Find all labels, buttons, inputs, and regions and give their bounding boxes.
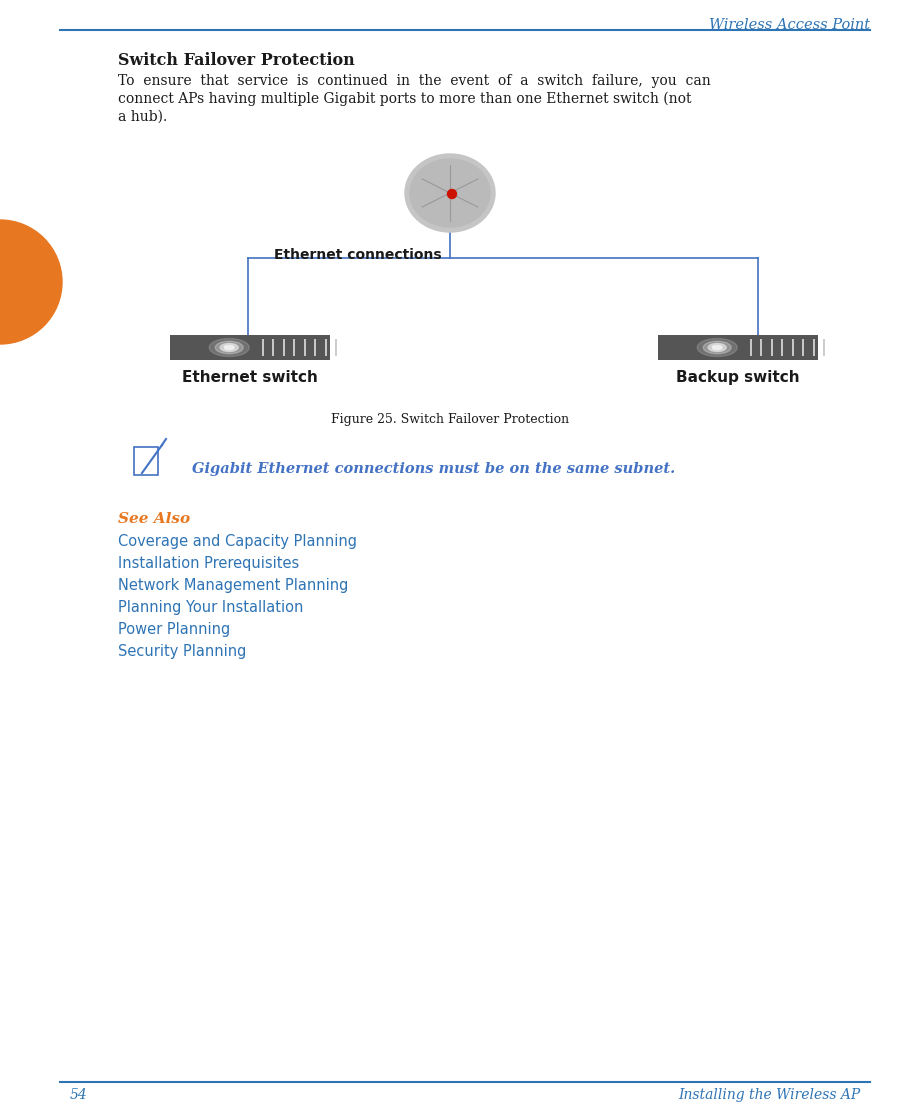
Wedge shape (0, 219, 62, 344)
Text: Ethernet connections: Ethernet connections (275, 248, 442, 262)
Text: See Also: See Also (118, 512, 190, 526)
Text: Ethernet switch: Ethernet switch (182, 370, 318, 385)
Text: Planning Your Installation: Planning Your Installation (118, 600, 304, 615)
Text: Installing the Wireless AP: Installing the Wireless AP (678, 1088, 860, 1102)
Ellipse shape (215, 341, 243, 354)
Text: Power Planning: Power Planning (118, 622, 231, 637)
Ellipse shape (712, 345, 723, 350)
Text: To  ensure  that  service  is  continued  in  the  event  of  a  switch  failure: To ensure that service is continued in t… (118, 74, 711, 88)
Ellipse shape (220, 343, 238, 352)
Text: connect APs having multiple Gigabit ports to more than one Ethernet switch (not: connect APs having multiple Gigabit port… (118, 92, 691, 107)
Text: Installation Prerequisites: Installation Prerequisites (118, 556, 299, 571)
Ellipse shape (209, 339, 250, 356)
Ellipse shape (697, 339, 737, 356)
Text: Backup switch: Backup switch (676, 370, 800, 385)
Ellipse shape (224, 345, 234, 350)
Text: Figure 25. Switch Failover Protection: Figure 25. Switch Failover Protection (331, 413, 569, 426)
Ellipse shape (703, 341, 732, 354)
Ellipse shape (708, 343, 726, 352)
Text: Wireless Access Point: Wireless Access Point (709, 18, 870, 32)
Text: 54: 54 (70, 1088, 87, 1102)
Circle shape (448, 189, 457, 198)
FancyBboxPatch shape (134, 447, 158, 475)
Text: Coverage and Capacity Planning: Coverage and Capacity Planning (118, 534, 357, 549)
FancyBboxPatch shape (170, 335, 330, 360)
Text: Security Planning: Security Planning (118, 644, 246, 659)
Text: Switch Failover Protection: Switch Failover Protection (118, 52, 355, 69)
FancyBboxPatch shape (658, 335, 818, 360)
Text: Gigabit Ethernet connections must be on the same subnet.: Gigabit Ethernet connections must be on … (192, 462, 675, 476)
Text: Network Management Planning: Network Management Planning (118, 578, 349, 593)
Ellipse shape (410, 159, 490, 227)
Ellipse shape (405, 154, 495, 232)
Text: a hub).: a hub). (118, 110, 168, 124)
